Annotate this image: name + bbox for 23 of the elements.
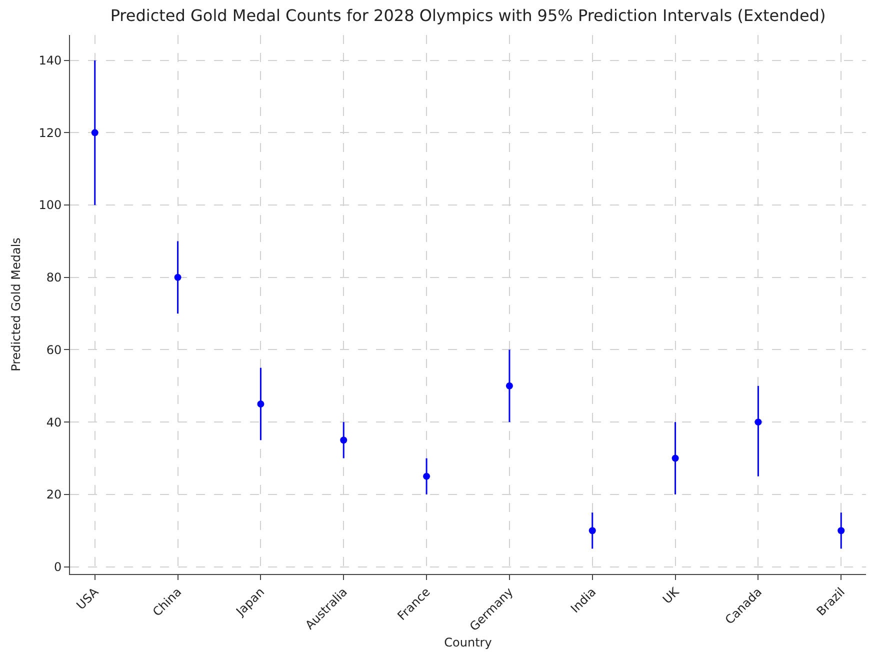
point [506,382,513,390]
point [257,400,264,408]
y-tick-label: 140 [38,54,62,68]
y-tick-label: 100 [38,198,62,212]
x-tick-label: UK [660,584,682,607]
point [838,527,845,534]
point [672,454,679,462]
point [91,129,98,136]
x-tick-label: USA [74,584,102,612]
y-tick-label: 40 [46,415,62,430]
y-tick-label: 120 [38,126,62,140]
point [340,436,348,444]
point [174,274,182,281]
y-tick-label: 20 [46,488,62,502]
x-axis-title: Country [444,636,492,650]
chart-title: Predicted Gold Medal Counts for 2028 Olympics with 95% Prediction Intervals (Extended) [110,6,826,26]
point [754,418,762,426]
y-tick-label: 60 [46,342,62,357]
y-tick-label: 0 [54,560,62,574]
y-axis-title: Predicted Gold Medals [8,238,23,372]
point [423,472,430,480]
y-tick-label: 80 [46,270,62,285]
point [588,527,596,534]
